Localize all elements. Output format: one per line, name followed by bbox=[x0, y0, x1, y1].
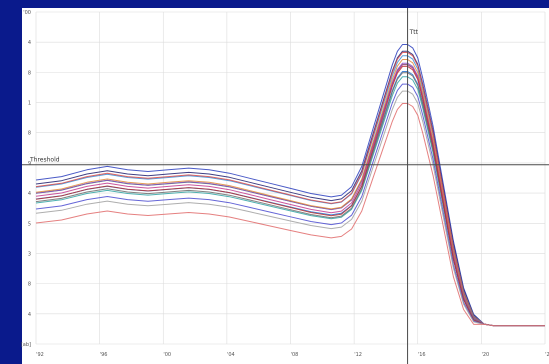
x-tick-label: '92 bbox=[36, 352, 44, 358]
y-tick-label: 5 bbox=[28, 221, 31, 227]
x-tick-label: '04 bbox=[227, 352, 235, 358]
x-tick-label: '12 bbox=[354, 352, 362, 358]
y-tick-label: [ab] bbox=[21, 342, 31, 348]
x-tick-label: '00 bbox=[163, 352, 171, 358]
y-tick-label: 8 bbox=[28, 131, 31, 137]
series-line-7 bbox=[35, 59, 545, 327]
x-tick-label: '24 bbox=[545, 352, 549, 358]
y-tick-label: 8 bbox=[28, 70, 31, 76]
series-line-9 bbox=[35, 64, 545, 327]
threshold-label: Threshold bbox=[29, 157, 60, 164]
y-tick-label: 4 bbox=[28, 191, 31, 197]
x-axis-ticks: '92 '96 '00 '04 '08 '12 '16 '20 '24 bbox=[36, 352, 549, 358]
series-line-15 bbox=[35, 103, 545, 327]
peak-label: Ttt bbox=[409, 29, 419, 36]
x-tick-label: '08 bbox=[291, 352, 299, 358]
y-tick-label: 8 bbox=[28, 282, 31, 288]
y-tick-label: 4 bbox=[28, 312, 31, 318]
x-tick-label: '96 bbox=[100, 352, 108, 358]
series-line-14 bbox=[35, 90, 545, 327]
y-tick-label: 1 bbox=[28, 101, 31, 107]
grid-lines bbox=[35, 11, 546, 345]
y-tick-label: '00 bbox=[23, 10, 31, 16]
y-tick-label: 3 bbox=[28, 251, 31, 257]
series-lines bbox=[35, 44, 545, 327]
y-tick-label: 9 bbox=[28, 161, 31, 167]
x-tick-label: '20 bbox=[482, 352, 490, 358]
x-tick-label: '16 bbox=[418, 352, 426, 358]
y-tick-label: 4 bbox=[28, 40, 31, 46]
y-axis-ticks: [ab] 4 8 3 5 4 9 8 1 8 4 '00 bbox=[21, 10, 31, 348]
series-line-12 bbox=[35, 65, 545, 327]
